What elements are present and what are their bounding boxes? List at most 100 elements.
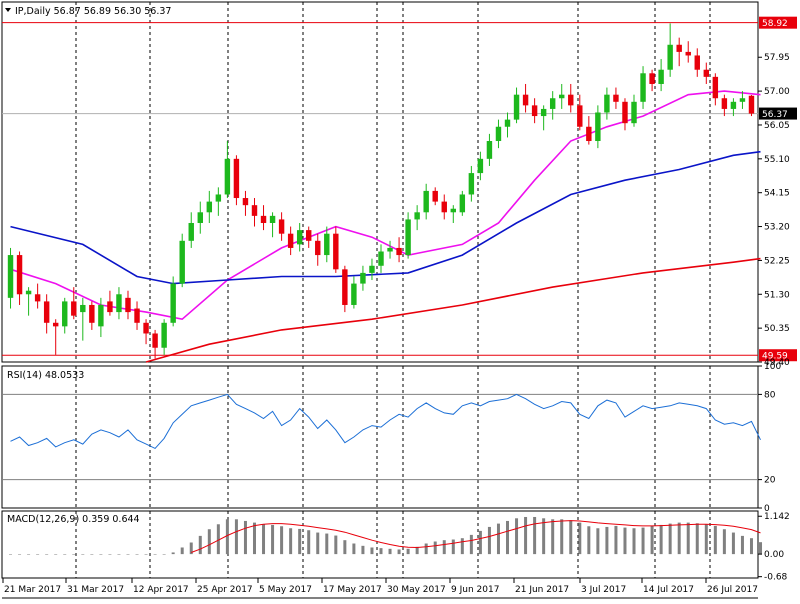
macd-bar <box>650 525 654 555</box>
macd-bar <box>370 547 374 555</box>
macd-bar <box>99 554 103 555</box>
macd-bar <box>487 526 491 555</box>
macd-bar <box>759 542 763 555</box>
candle-body <box>694 55 700 70</box>
x-tick-label: 31 Mar 2017 <box>67 585 124 595</box>
candle-body <box>215 194 222 202</box>
macd-bar <box>713 525 717 555</box>
candle-body <box>62 301 68 327</box>
current-price-tag <box>759 107 797 120</box>
macd-bar <box>397 549 401 555</box>
macd-bar <box>9 554 13 555</box>
y-tick-label: 52.25 <box>764 256 790 266</box>
candle-body <box>676 44 682 52</box>
macd-bar <box>560 519 564 555</box>
candle-body <box>143 322 149 334</box>
y-tick-label: 55.10 <box>764 155 790 165</box>
macd-bar <box>659 524 663 555</box>
rsi-tick-label: 80 <box>764 390 776 400</box>
candle-body <box>540 108 547 117</box>
candle-body <box>685 51 691 56</box>
y-tick-label: 53.20 <box>764 223 790 233</box>
price-level-label: 49.59 <box>762 352 788 362</box>
macd-bar <box>307 530 311 555</box>
candle-body <box>658 69 664 84</box>
candle-body <box>25 290 32 295</box>
candle-body <box>233 158 240 199</box>
candle-body <box>242 198 249 206</box>
macd-bar <box>506 520 510 555</box>
macd-bar <box>569 520 573 555</box>
candle-body <box>577 105 583 127</box>
macd-bar <box>262 524 266 555</box>
macd-bar <box>433 541 437 555</box>
macd-bar <box>280 526 284 555</box>
moving-average-line <box>145 257 761 363</box>
y-tick-label: 49.40 <box>764 358 790 368</box>
x-tick-label: 30 May 2017 <box>387 585 446 595</box>
candle-body <box>89 304 95 323</box>
candle-body <box>423 190 429 213</box>
macd-bar <box>252 522 256 555</box>
candle-body <box>34 294 41 302</box>
macd-bar <box>587 526 591 555</box>
macd-bar <box>605 526 609 555</box>
candle-body <box>260 215 267 223</box>
candle-body <box>568 94 574 106</box>
macd-bar <box>234 519 238 555</box>
macd-bar <box>695 523 699 555</box>
macd-bar <box>72 554 76 555</box>
macd-bar <box>126 554 130 555</box>
candle-body <box>152 333 158 348</box>
macd-bar <box>496 523 500 555</box>
macd-bar <box>198 535 202 555</box>
macd-bar <box>379 548 383 555</box>
candle-body <box>116 294 122 313</box>
candle-body <box>450 208 456 213</box>
rsi-line <box>10 393 761 450</box>
x-tick-label: 3 Jul 2017 <box>581 585 626 595</box>
macd-bar <box>668 523 672 555</box>
x-tick-label: 14 Jul 2017 <box>643 585 694 595</box>
macd-bar <box>388 548 392 555</box>
macd-bar <box>677 522 681 555</box>
candle-body <box>396 247 402 256</box>
candle-body <box>721 98 728 109</box>
candle-body <box>477 158 484 174</box>
main-chart-title: IP,Daily 56.87 56.89 56.30 56.37 <box>15 6 171 17</box>
price-level-tag <box>759 349 797 362</box>
macd-bar <box>361 545 365 555</box>
candle-body <box>631 101 637 124</box>
candle-body <box>649 73 655 84</box>
macd-bar <box>162 554 166 555</box>
candle-body <box>43 301 50 323</box>
macd-bar <box>325 533 329 555</box>
macd-bar <box>63 554 67 555</box>
macd-bar <box>623 527 627 555</box>
candle-body <box>387 247 393 252</box>
macd-bar <box>289 528 293 555</box>
macd-bar <box>316 532 320 555</box>
macd-bar <box>686 522 690 555</box>
candle-body <box>80 304 86 313</box>
chevron-down-icon <box>5 8 11 12</box>
y-tick-label: 57.00 <box>764 87 790 97</box>
macd-bar <box>352 543 356 555</box>
macd-bar <box>551 519 555 555</box>
rsi-title: RSI(14) 48.0533 <box>7 370 84 381</box>
candle-body <box>405 219 411 256</box>
x-tick-label: 5 May 2017 <box>259 585 312 595</box>
macd-bar <box>424 543 428 555</box>
price-level-label: 58.92 <box>762 19 788 29</box>
candle-body <box>52 322 59 327</box>
candle-body <box>179 240 185 284</box>
macd-bar <box>54 554 58 555</box>
macd-bar <box>614 525 618 555</box>
rsi-tick-label: 0 <box>764 504 770 514</box>
candle-body <box>595 112 601 142</box>
macd-bar <box>18 554 22 555</box>
macd-bar <box>415 546 419 555</box>
candle-body <box>161 322 167 348</box>
macd-bar <box>632 528 636 555</box>
